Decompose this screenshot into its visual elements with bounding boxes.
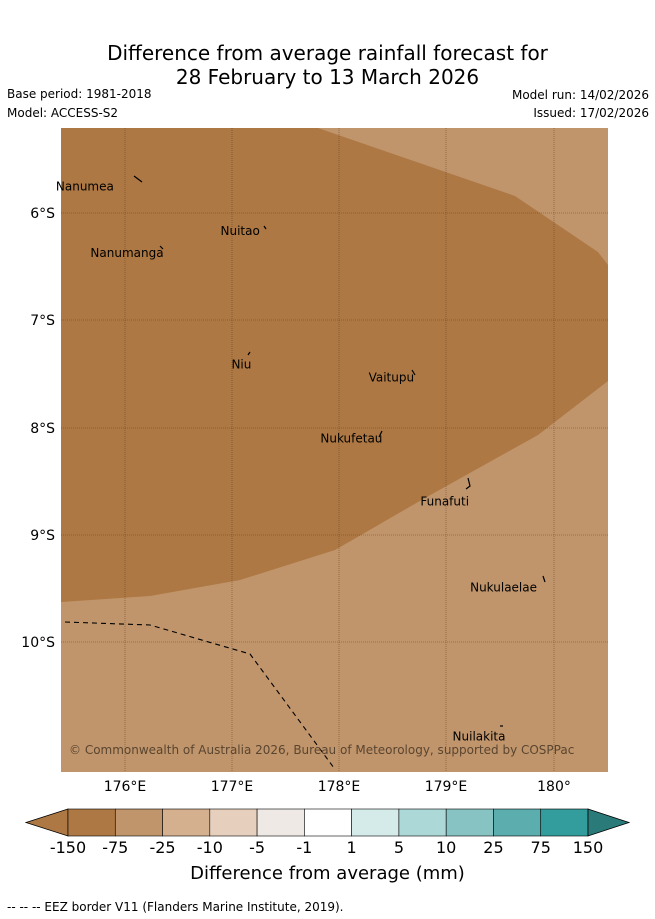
lon-tick-178: 178°E bbox=[318, 779, 361, 795]
base-period: Base period: 1981-2018 bbox=[7, 87, 152, 101]
colorbar-label-8: 10 bbox=[435, 838, 457, 857]
colorbar-swatch-0 bbox=[67, 808, 116, 837]
colorbar-extend-high bbox=[587, 808, 631, 837]
colorbar-label-1: -75 bbox=[102, 838, 129, 857]
graticule bbox=[61, 128, 608, 772]
lat-tick-labels: 6°S 7°S 8°S 9°S 10°S bbox=[21, 206, 55, 651]
colorbar-label-11: 150 bbox=[572, 838, 604, 857]
place-label-nanumanga: Nanumanga bbox=[90, 246, 163, 260]
lat-tick-6s: 6°S bbox=[30, 206, 55, 222]
copyright-text: © Commonwealth of Australia 2026, Bureau… bbox=[69, 743, 574, 757]
lon-tick-179: 179°E bbox=[425, 779, 468, 795]
lat-tick-10s: 10°S bbox=[21, 635, 55, 651]
lat-tick-9s: 9°S bbox=[30, 528, 55, 544]
colorbar-swatch-2 bbox=[162, 808, 211, 837]
colorbar-swatch-6 bbox=[351, 808, 400, 837]
lat-tick-8s: 8°S bbox=[30, 421, 55, 437]
place-label-nukulaelae: Nukulaelae bbox=[470, 581, 537, 595]
colorbar-label-6: 1 bbox=[346, 838, 357, 857]
colorbar-swatch-10 bbox=[540, 808, 589, 837]
colorbar-label-0: -150 bbox=[49, 838, 87, 857]
place-labels: Nanumea Nuitao Nanumanga Niu Vaitupu Nukufeta… bbox=[56, 180, 537, 744]
lon-tick-176: 176°E bbox=[104, 779, 147, 795]
colorbar-label-2: -25 bbox=[149, 838, 176, 857]
eez-border bbox=[64, 621, 335, 769]
lon-tick-labels: 176°E 177°E 178°E 179°E 180° bbox=[104, 779, 571, 795]
colorbar-swatch-7 bbox=[398, 808, 447, 837]
colorbar-swatch-3 bbox=[209, 808, 258, 837]
colorbar bbox=[24, 808, 631, 837]
place-label-nuilakita: Nuilakita bbox=[453, 730, 506, 744]
place-label-funafuti: Funafuti bbox=[420, 494, 469, 508]
colorbar-swatch-4 bbox=[256, 808, 305, 837]
colorbar-label-10: 75 bbox=[530, 838, 551, 857]
colorbar-label-4: -5 bbox=[249, 838, 266, 857]
colorbar-label-3: -10 bbox=[196, 838, 223, 857]
issued-date: Issued: 17/02/2026 bbox=[533, 106, 649, 120]
colorbar-swatch-5 bbox=[304, 808, 352, 837]
model-run: Model run: 14/02/2026 bbox=[511, 88, 649, 102]
islands bbox=[133, 175, 546, 727]
place-label-nuitao: Nuitao bbox=[220, 224, 259, 238]
lon-tick-180: 180° bbox=[537, 779, 571, 795]
colorbar-extend-low bbox=[24, 808, 69, 837]
place-label-nanumea: Nanumea bbox=[56, 180, 114, 194]
map-title-line1: Difference from average rainfall forecas… bbox=[107, 41, 548, 65]
footer-note: -- -- -- EEZ border V11 (Flanders Marine… bbox=[7, 900, 344, 914]
region-dark bbox=[61, 128, 608, 602]
colorbar-label-5: -1 bbox=[296, 838, 313, 857]
lon-tick-177: 177°E bbox=[211, 779, 254, 795]
place-label-nukufetau: Nukufetau bbox=[320, 432, 382, 446]
place-label-niu: Niu bbox=[231, 357, 251, 371]
colorbar-swatch-8 bbox=[445, 808, 494, 837]
colorbar-label-9: 25 bbox=[483, 838, 504, 857]
colorbar-label-7: 5 bbox=[393, 838, 404, 857]
colorbar-swatch-1 bbox=[114, 808, 163, 837]
colorbar-swatch-9 bbox=[493, 808, 542, 837]
model-name: Model: ACCESS-S2 bbox=[7, 106, 119, 120]
place-label-vaitupu: Vaitupu bbox=[369, 371, 415, 385]
map-title-line2: 28 February to 13 March 2026 bbox=[175, 65, 480, 89]
colorbar-title: Difference from average (mm) bbox=[190, 863, 465, 884]
lat-tick-7s: 7°S bbox=[30, 313, 55, 329]
